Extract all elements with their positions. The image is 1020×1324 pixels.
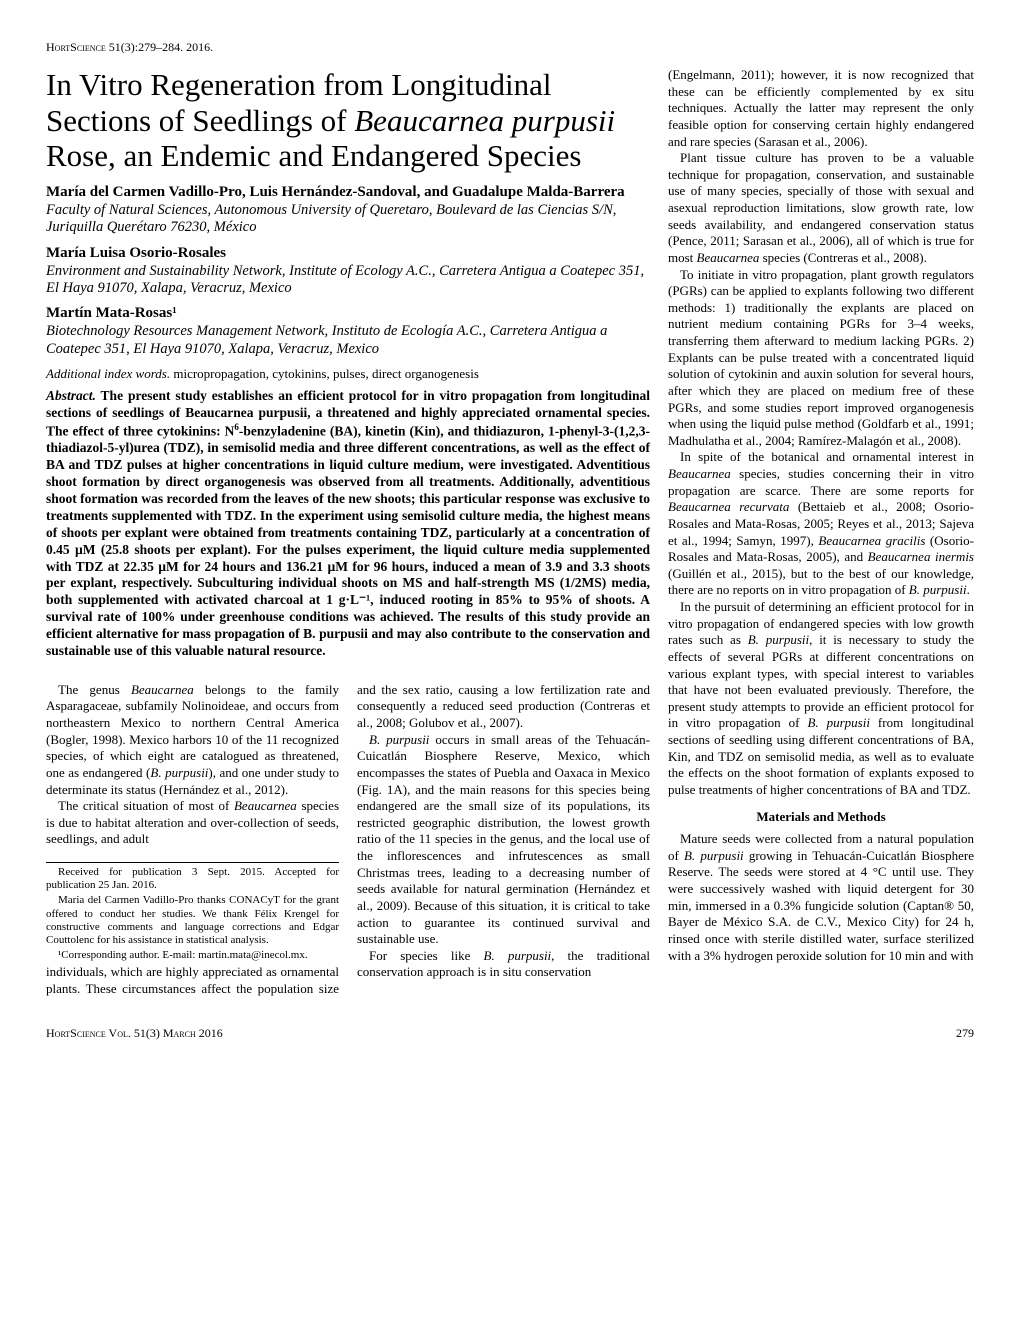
rcol-para-3: To initiate in vitro propagation, plant … xyxy=(668,267,974,450)
affiliation-2: Environment and Sustainability Network, … xyxy=(46,263,650,298)
author-group-1: María del Carmen Vadillo-Pro, Luis Herná… xyxy=(46,184,650,237)
footnotes: Received for publication 3 Sept. 2015. A… xyxy=(46,862,339,962)
intro-para-4: B. purpusii occurs in small areas of the… xyxy=(357,732,650,948)
rcol-para-1: (Engelmann, 2011); however, it is now re… xyxy=(668,67,974,150)
affiliation-3: Biotechnology Resources Management Netwo… xyxy=(46,323,650,358)
intro-two-col: The genus Beaucarnea belongs to the fami… xyxy=(46,682,650,998)
materials-methods-heading: Materials and Methods xyxy=(668,809,974,826)
affiliation-1: Faculty of Natural Sciences, Autonomous … xyxy=(46,202,650,237)
right-column: (Engelmann, 2011); however, it is now re… xyxy=(668,67,974,998)
intro-para-2: The critical situation of most of Beauca… xyxy=(46,798,339,848)
index-content: micropropagation, cytokinins, pulses, di… xyxy=(173,366,479,381)
materials-para-1: Mature seeds were collected from a natur… xyxy=(668,831,974,964)
journal-citation: HortScience 51(3):279–284. 2016. xyxy=(46,40,213,55)
author-group-2: María Luisa Osorio-Rosales Environment a… xyxy=(46,245,650,298)
page-header: HortScience 51(3):279–284. 2016. xyxy=(46,40,974,55)
rcol-para-2: Plant tissue culture has proven to be a … xyxy=(668,150,974,266)
page-footer: HortScience Vol. 51(3) March 2016 279 xyxy=(46,1026,974,1041)
author-group-3: Martín Mata-Rosas¹ Biotechnology Resourc… xyxy=(46,305,650,358)
title-abstract-block: In Vitro Regeneration from Longitudinal … xyxy=(46,67,650,998)
footnote-1: Received for publication 3 Sept. 2015. A… xyxy=(46,866,339,892)
top-section: In Vitro Regeneration from Longitudinal … xyxy=(46,67,974,998)
author-names-1: María del Carmen Vadillo-Pro, Luis Herná… xyxy=(46,184,650,201)
footnote-2: Maria del Carmen Vadillo-Pro thanks CONA… xyxy=(46,894,339,947)
page-number: 279 xyxy=(956,1026,974,1041)
footer-journal: HortScience Vol. 51(3) March 2016 xyxy=(46,1026,223,1041)
index-words: Additional index words. micropropagation… xyxy=(46,366,650,382)
rcol-para-4: In spite of the botanical and ornamental… xyxy=(668,449,974,599)
abstract: Abstract. The present study establishes … xyxy=(46,388,650,660)
footnote-3: ¹Corresponding author. E-mail: martin.ma… xyxy=(46,949,339,962)
rcol-para-5: In the pursuit of determining an efficie… xyxy=(668,599,974,799)
intro-para-1: The genus Beaucarnea belongs to the fami… xyxy=(46,682,339,798)
article-title: In Vitro Regeneration from Longitudinal … xyxy=(46,67,650,174)
author-names-3: Martín Mata-Rosas¹ xyxy=(46,305,650,322)
index-label: Additional index words. xyxy=(46,366,170,381)
author-names-2: María Luisa Osorio-Rosales xyxy=(46,245,650,262)
intro-para-5: For species like B. purpusii, the tradit… xyxy=(357,948,650,981)
